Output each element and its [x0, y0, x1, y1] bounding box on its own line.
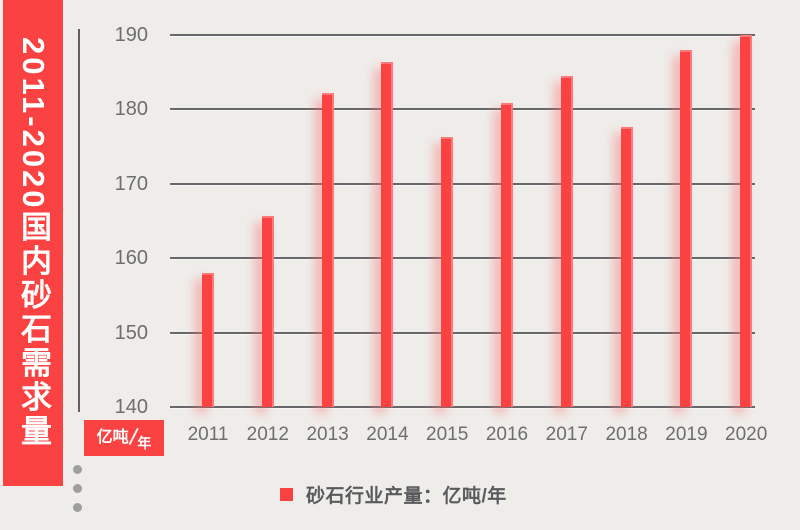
y-tick-label-140: 140 [114, 396, 148, 418]
gridline-180 [170, 108, 755, 111]
x-tick-label-2017: 2017 [545, 424, 588, 445]
legend-label: 砂石行业产量：亿吨/年 [306, 485, 507, 507]
x-tick-label-2019: 2019 [665, 424, 708, 445]
bar-2017 [560, 75, 573, 407]
x-tick-label-2014: 2014 [366, 424, 409, 445]
bar-2016 [501, 103, 513, 407]
bar-2013 [321, 93, 334, 407]
y-axis-unit-badge: 亿吨 / 年 [84, 420, 164, 456]
x-tick-label-2013: 2013 [306, 424, 349, 445]
y-tick-label-150: 150 [114, 321, 148, 344]
unit-numerator: 亿吨 [96, 429, 129, 446]
gridline-190 [170, 34, 755, 36]
bar-2018 [620, 126, 633, 407]
x-tick-label-2018: 2018 [605, 424, 648, 445]
legend-marker-square [280, 487, 293, 501]
bar-2014 [381, 61, 394, 407]
y-tick-label-170: 170 [114, 172, 148, 195]
decor-dot [73, 484, 82, 493]
bar-2012 [261, 215, 274, 407]
y-tick-label-160: 160 [114, 247, 148, 270]
decor-dot [73, 503, 82, 512]
x-tick-label-2011: 2011 [187, 424, 229, 445]
page-title: 2011-2020国内砂石需求量 [16, 37, 51, 449]
bar-2019 [680, 49, 693, 407]
x-tick-label-2015: 2015 [426, 424, 469, 445]
y-axis-line [78, 29, 80, 412]
gridline-170 [170, 182, 755, 185]
y-tick-label-180: 180 [114, 98, 148, 121]
y-tick-label-190: 190 [114, 24, 148, 46]
bar-2015 [441, 136, 454, 407]
bar-2011 [202, 273, 214, 407]
x-tick-label-2016: 2016 [485, 424, 529, 445]
x-tick-label-2020: 2020 [725, 424, 768, 445]
title-banner: 2011-2020国内砂石需求量 [3, 0, 63, 486]
unit-denominator: 年 [137, 435, 152, 451]
gridline-160 [170, 257, 755, 260]
gridline-140 [170, 406, 755, 408]
legend: 砂石行业产量：亿吨/年 [280, 482, 507, 507]
bar-2020 [740, 35, 753, 407]
decor-dot [73, 465, 82, 474]
gridline-150 [170, 331, 755, 334]
x-tick-label-2012: 2012 [246, 424, 289, 445]
